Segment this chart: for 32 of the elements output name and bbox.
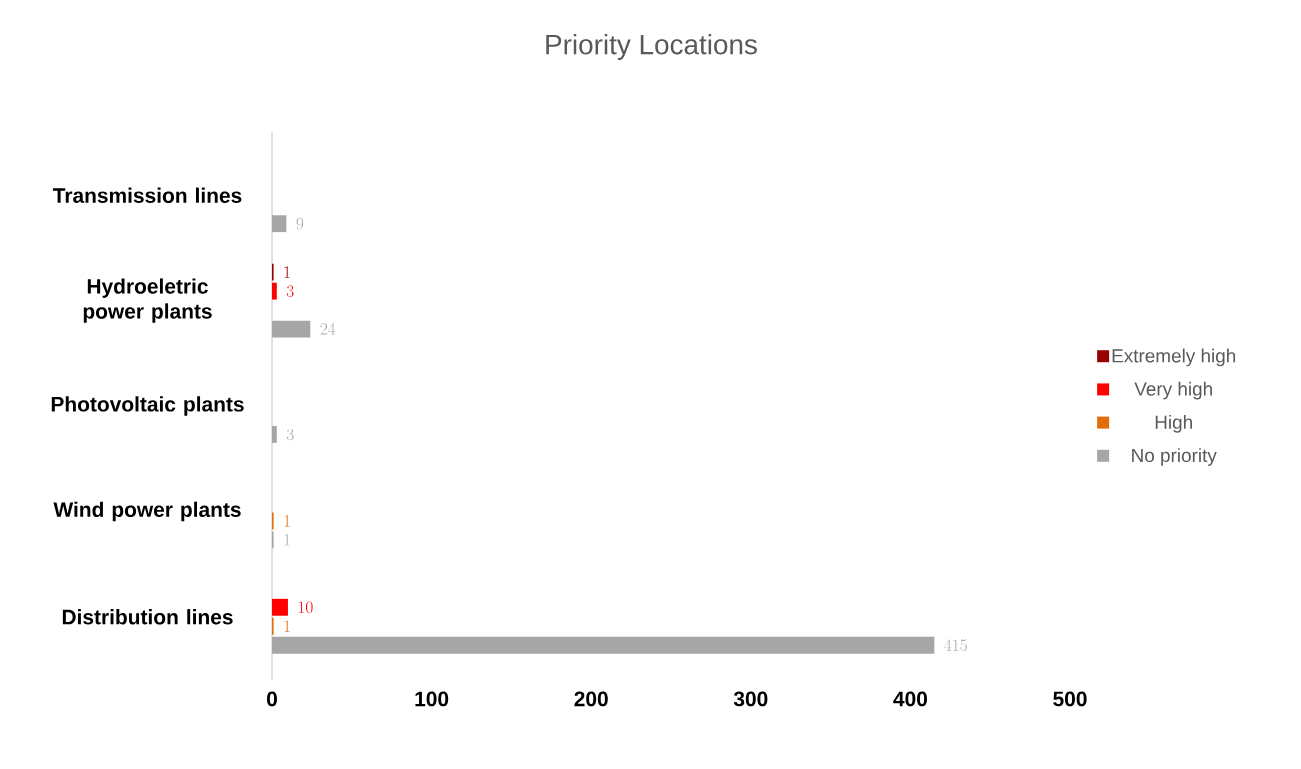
x-tick-label: 100 — [415, 691, 449, 707]
data-label: 1 — [284, 620, 290, 632]
bar — [272, 636, 935, 654]
bar — [272, 215, 287, 233]
x-tick-label: 300 — [733, 691, 768, 707]
x-tick-label: 400 — [893, 691, 927, 707]
bar — [272, 426, 277, 443]
y-tick-label: Hydroeletric power plants — [83, 278, 212, 323]
y-tick-label: Transmission lines — [52, 187, 242, 203]
bar — [272, 598, 288, 616]
legend-label: Extremely high — [1112, 348, 1236, 367]
data-label: 1 — [284, 515, 290, 527]
legend-label: Very high — [1134, 381, 1212, 400]
data-label: 10 — [298, 601, 313, 614]
chart-title: Priority Locations — [546, 34, 757, 60]
y-tick-label: Photovoltaic plants — [51, 396, 244, 416]
x-tick-label: 0 — [267, 691, 277, 707]
data-label: 24 — [320, 323, 336, 335]
data-label: 3 — [286, 428, 294, 441]
bar — [272, 320, 311, 338]
y-tick-label: Distribution lines — [62, 609, 233, 625]
x-tick-label: 200 — [574, 691, 608, 707]
data-label: 9 — [296, 217, 304, 230]
legend-label: No priority — [1132, 448, 1217, 466]
data-label: 1 — [284, 534, 290, 546]
y-tick-label: Wind power plants — [53, 501, 241, 522]
text: High — [1155, 415, 1192, 433]
bar — [272, 282, 277, 300]
data-label: 3 — [286, 285, 294, 297]
data-label: 415 — [944, 639, 967, 652]
data-label: 1 — [284, 266, 290, 278]
x-tick-label: 500 — [1053, 691, 1087, 707]
